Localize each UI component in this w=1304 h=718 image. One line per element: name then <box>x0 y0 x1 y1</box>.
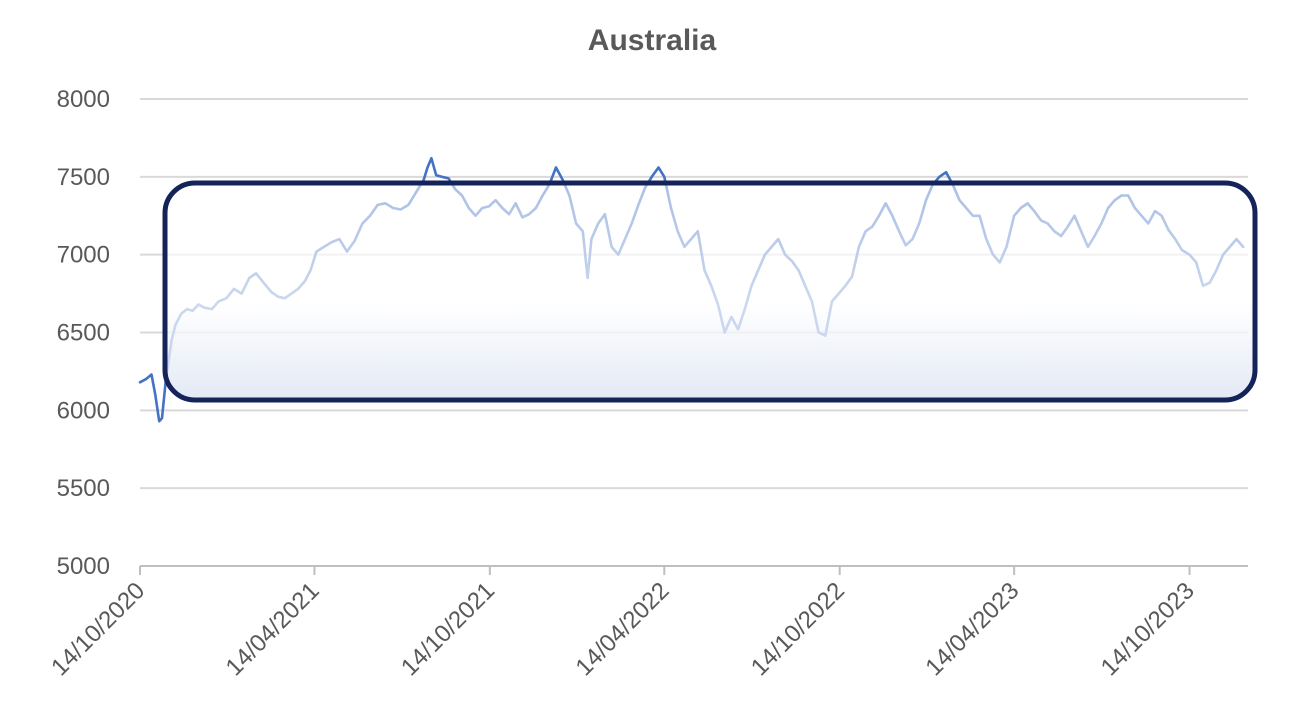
x-tick-label: 14/10/2020 <box>46 577 150 681</box>
highlight-box <box>162 180 1258 403</box>
y-tick-label: 5000 <box>57 553 110 580</box>
y-tick-label: 6500 <box>57 320 110 347</box>
y-tick-label: 8000 <box>57 86 110 113</box>
x-tick-label: 14/10/2022 <box>746 577 850 681</box>
y-tick-label: 7000 <box>57 242 110 269</box>
y-tick-label: 5500 <box>57 475 110 502</box>
x-tick-label: 14/10/2021 <box>396 577 500 681</box>
chart-title: Australia <box>588 24 717 57</box>
x-tick-label: 14/04/2023 <box>920 577 1024 681</box>
x-tick-label: 14/10/2023 <box>1096 577 1200 681</box>
x-tick-label: 14/04/2021 <box>221 577 325 681</box>
x-tick-label: 14/04/2022 <box>570 577 674 681</box>
y-axis: 5000 5500 6000 6500 7000 7500 8000 <box>57 86 110 580</box>
x-axis <box>139 565 1248 575</box>
y-tick-label: 6000 <box>57 397 110 424</box>
x-axis-labels: 14/10/2020 14/04/2021 14/10/2021 14/04/2022… <box>46 577 1200 681</box>
y-tick-label: 7500 <box>57 164 110 191</box>
